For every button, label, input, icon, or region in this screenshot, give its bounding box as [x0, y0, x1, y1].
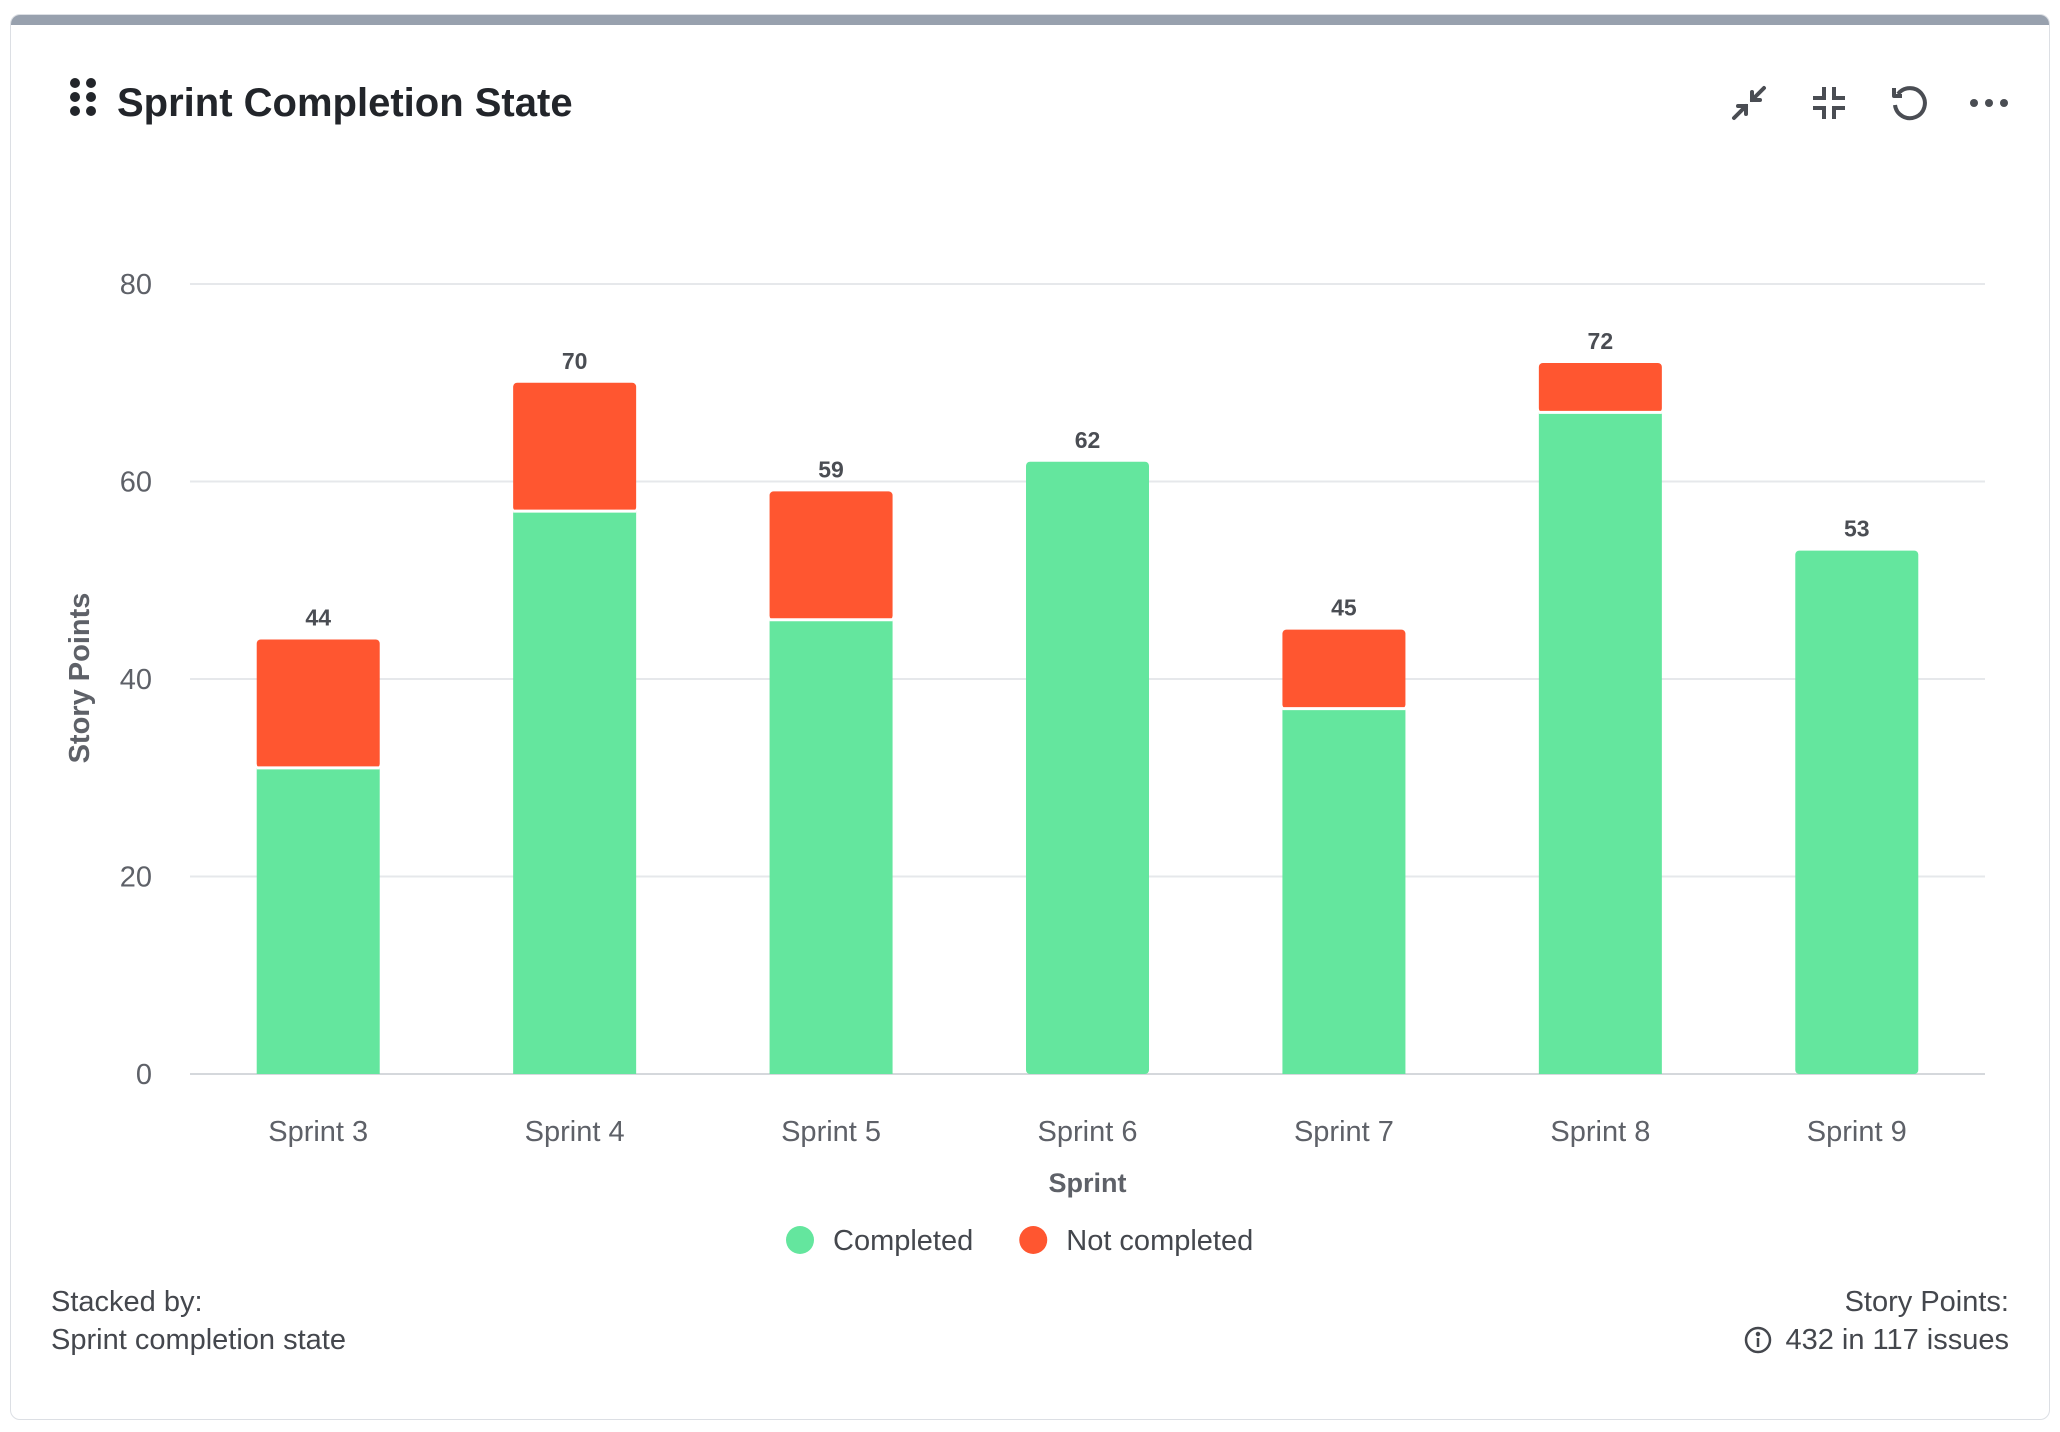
more-icon[interactable] [1969, 83, 2009, 123]
y-tick-label: 80 [120, 269, 152, 301]
bar-not-completed [256, 639, 380, 768]
stacked-by-value: Sprint completion state [51, 1324, 346, 1356]
bar-not-completed [1282, 629, 1406, 709]
collapse-arrows-icon[interactable] [1729, 83, 1769, 123]
info-icon[interactable] [1743, 1325, 1773, 1355]
y-tick-label: 20 [120, 862, 152, 894]
x-tick-label: Sprint 5 [781, 1116, 881, 1148]
bar-not-completed [769, 491, 893, 620]
bar-completed [1026, 461, 1149, 1074]
x-tick-label: Sprint 8 [1550, 1116, 1650, 1148]
x-axis-label: Sprint [1049, 1168, 1127, 1198]
bar-total-label: 53 [1844, 516, 1870, 542]
bar-total-label: 44 [305, 605, 331, 631]
bar-not-completed [513, 382, 637, 512]
bar-total-label: 45 [1331, 595, 1357, 621]
story-points-label: Story Points: [1844, 1286, 2009, 1318]
legend-swatch [1019, 1226, 1048, 1254]
y-tick-label: 40 [120, 664, 152, 696]
y-tick-label: 0 [136, 1059, 152, 1091]
x-tick-label: Sprint 3 [268, 1116, 368, 1148]
bar-total-label: 72 [1588, 328, 1614, 354]
bar-total-label: 70 [562, 348, 588, 374]
x-tick-label: Sprint 6 [1038, 1116, 1138, 1148]
bar-total-label: 62 [1075, 427, 1101, 453]
bar-completed [769, 619, 893, 1074]
chart-title: Sprint Completion State [117, 81, 573, 125]
bar-completed [513, 511, 637, 1074]
legend-label: Completed [833, 1225, 973, 1257]
drag-handle-icon[interactable] [69, 77, 97, 117]
bar-completed [256, 767, 380, 1074]
bar-completed [1795, 550, 1919, 1074]
bar-not-completed [1538, 363, 1662, 413]
y-tick-label: 60 [120, 467, 152, 499]
bar-completed [1282, 708, 1406, 1074]
x-tick-label: Sprint 9 [1807, 1116, 1907, 1148]
y-axis-label: Story Points [64, 593, 96, 764]
story-points-value: 432 in 117 issues [1785, 1324, 2009, 1356]
refresh-icon[interactable] [1889, 83, 1929, 123]
stacked-by-label: Stacked by: [51, 1286, 203, 1318]
bar-completed [1538, 412, 1662, 1074]
minimize-icon[interactable] [1809, 83, 1849, 123]
x-tick-label: Sprint 7 [1294, 1116, 1394, 1148]
bar-total-label: 59 [818, 456, 844, 482]
legend-swatch [786, 1226, 814, 1254]
x-tick-label: Sprint 4 [525, 1116, 625, 1148]
legend-label: Not completed [1066, 1225, 1253, 1257]
card-top-bar [11, 15, 2049, 25]
